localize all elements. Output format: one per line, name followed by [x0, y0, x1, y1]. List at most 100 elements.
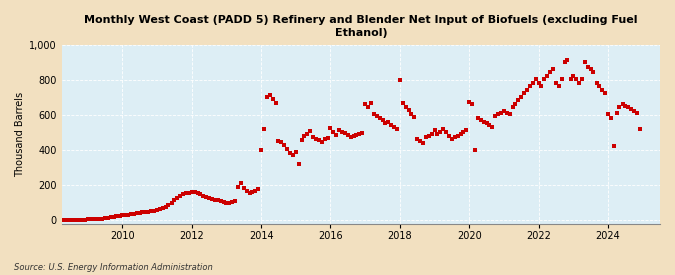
- Point: [340, 131, 350, 136]
- Point: [290, 150, 301, 154]
- Point: [134, 211, 145, 215]
- Point: [293, 162, 304, 167]
- Point: [409, 115, 420, 120]
- Point: [155, 207, 165, 211]
- Point: [551, 81, 562, 85]
- Point: [169, 198, 180, 202]
- Point: [267, 97, 278, 101]
- Point: [161, 205, 171, 209]
- Point: [244, 190, 255, 195]
- Point: [288, 153, 298, 158]
- Point: [333, 128, 344, 132]
- Point: [221, 200, 232, 205]
- Point: [360, 102, 371, 106]
- Point: [490, 114, 501, 119]
- Point: [250, 189, 261, 193]
- Point: [464, 100, 475, 104]
- Point: [180, 191, 191, 195]
- Point: [114, 214, 125, 218]
- Point: [397, 101, 408, 106]
- Point: [230, 199, 240, 204]
- Point: [195, 192, 206, 196]
- Point: [620, 103, 630, 108]
- Point: [259, 127, 269, 131]
- Point: [472, 116, 483, 120]
- Point: [305, 128, 316, 133]
- Point: [443, 133, 454, 138]
- Point: [227, 200, 238, 205]
- Point: [146, 209, 157, 213]
- Point: [149, 208, 160, 213]
- Point: [247, 190, 258, 194]
- Point: [175, 194, 186, 198]
- Point: [603, 112, 614, 117]
- Point: [446, 137, 457, 141]
- Point: [380, 120, 391, 125]
- Y-axis label: Thousand Barrels: Thousand Barrels: [15, 92, 25, 177]
- Point: [612, 111, 622, 115]
- Point: [241, 189, 252, 194]
- Point: [137, 210, 148, 214]
- Point: [542, 74, 553, 78]
- Point: [605, 116, 616, 120]
- Point: [429, 128, 440, 133]
- Point: [475, 117, 486, 122]
- Point: [583, 65, 593, 69]
- Point: [76, 217, 87, 222]
- Point: [59, 218, 70, 222]
- Point: [510, 102, 520, 106]
- Point: [441, 130, 452, 134]
- Point: [371, 114, 382, 119]
- Point: [585, 67, 596, 71]
- Point: [481, 121, 492, 125]
- Point: [354, 131, 364, 136]
- Point: [100, 216, 111, 220]
- Point: [545, 70, 556, 75]
- Point: [166, 200, 177, 205]
- Point: [189, 190, 200, 194]
- Point: [450, 135, 460, 139]
- Point: [204, 196, 215, 200]
- Point: [507, 105, 518, 110]
- Point: [392, 126, 402, 131]
- Point: [377, 117, 388, 122]
- Point: [556, 77, 567, 81]
- Point: [375, 116, 385, 120]
- Point: [504, 112, 515, 117]
- Point: [588, 70, 599, 75]
- Point: [626, 107, 637, 111]
- Point: [414, 139, 425, 143]
- Point: [192, 191, 203, 195]
- Point: [631, 111, 642, 115]
- Point: [536, 84, 547, 89]
- Point: [495, 111, 506, 115]
- Point: [140, 210, 151, 214]
- Point: [80, 217, 90, 222]
- Point: [97, 216, 107, 221]
- Point: [108, 214, 119, 219]
- Point: [565, 77, 576, 81]
- Point: [518, 91, 529, 96]
- Point: [357, 131, 368, 135]
- Point: [403, 108, 414, 113]
- Point: [634, 126, 645, 131]
- Point: [238, 186, 249, 190]
- Point: [123, 213, 134, 217]
- Point: [579, 60, 590, 64]
- Point: [143, 209, 154, 214]
- Point: [348, 133, 359, 138]
- Point: [270, 100, 281, 105]
- Point: [198, 194, 209, 198]
- Point: [366, 101, 377, 106]
- Point: [524, 84, 535, 89]
- Point: [256, 148, 267, 152]
- Point: [576, 77, 587, 81]
- Point: [574, 81, 585, 85]
- Point: [362, 105, 373, 109]
- Point: [273, 139, 284, 143]
- Point: [119, 213, 130, 217]
- Point: [516, 95, 526, 99]
- Point: [337, 129, 348, 134]
- Point: [533, 81, 544, 85]
- Point: [470, 147, 481, 152]
